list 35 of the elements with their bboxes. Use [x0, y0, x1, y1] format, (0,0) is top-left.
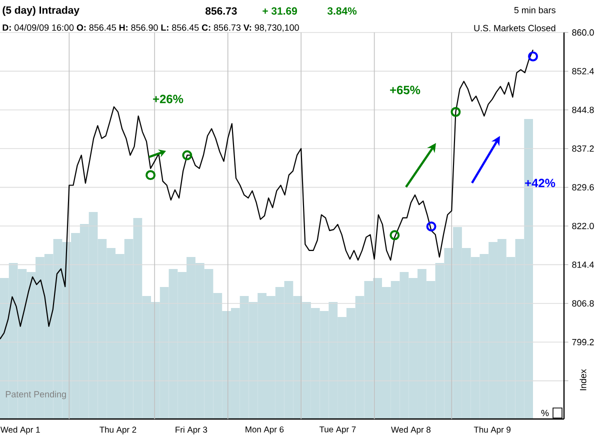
point: [450, 106, 461, 117]
chart-title: (5 day) Intraday: [2, 6, 80, 16]
point: [390, 230, 400, 240]
y-axis-title: Index: [580, 369, 586, 390]
y-tick-label: 844.8: [572, 106, 594, 114]
x-tick-label: Thu Apr 2: [100, 426, 136, 434]
annotation: +65%: [390, 86, 420, 94]
y-tick-label: 837.2: [572, 145, 594, 152]
x-tick-label: Fri Apr 3: [176, 426, 208, 434]
point: [426, 222, 436, 232]
text: %: [541, 410, 549, 416]
text: + 31.69: [262, 7, 297, 15]
x-tick-label: Thu Apr 9: [474, 426, 511, 434]
annotation: +26%: [153, 94, 184, 104]
y-tick-label: 822.0: [572, 222, 594, 230]
point: [182, 150, 192, 160]
text: U.S. Markets Closed: [474, 24, 556, 32]
annotation: +42%: [525, 178, 556, 188]
y-tick-label: 829.6: [572, 184, 594, 190]
y-tick-label: 806.8: [572, 300, 594, 307]
text: 5 min bars: [514, 6, 556, 14]
x-tick-label: Tue Apr 7: [319, 426, 356, 434]
text: 3.84%: [327, 7, 357, 15]
y-tick-label: 814.4: [572, 262, 594, 268]
x-tick-label: Wed Apr 8: [391, 426, 430, 434]
point: [528, 51, 538, 62]
y-tick-label: 799.2: [572, 338, 594, 346]
x-tick-label: Wed Apr 1: [0, 426, 40, 434]
annotation: Patent Pending: [6, 390, 66, 400]
point: [146, 170, 156, 180]
y-tick-label: 860.0: [572, 29, 594, 36]
text: 856.73: [206, 7, 237, 15]
y-tick-label: 852.4: [572, 68, 594, 74]
x-tick-label: Mon Apr 6: [246, 426, 284, 434]
text: D: 04/09/09 16:00 O: 856.45 H: 856.90 L: 856.45 C: 856.73 V: 98,730,100: [2, 24, 299, 32]
